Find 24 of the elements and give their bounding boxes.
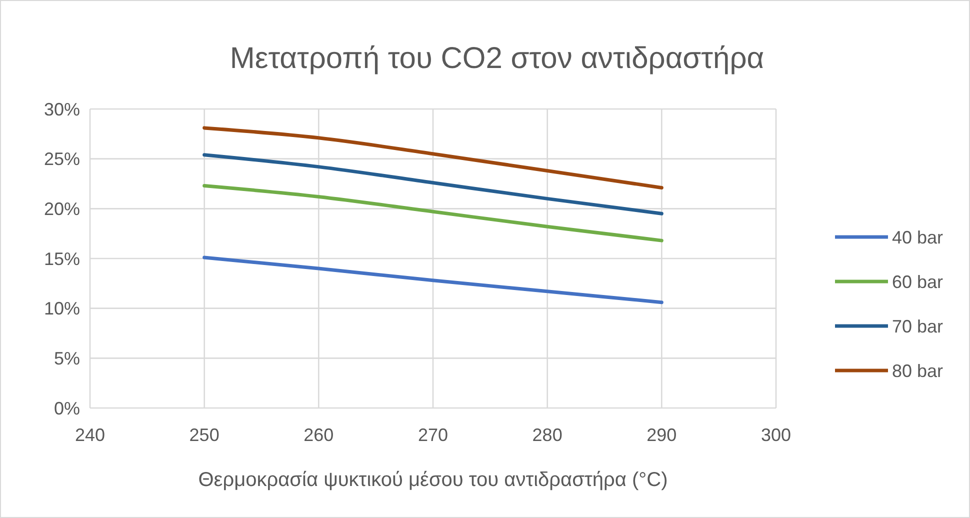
y-tick-label: 10% <box>44 298 80 319</box>
y-tick-label: 20% <box>44 198 80 219</box>
x-tick-label: 270 <box>418 425 448 445</box>
legend-label: 40 bar <box>892 227 944 248</box>
line-series <box>202 184 664 242</box>
x-axis-title: Θερμοκρασία ψυκτικού μέσου του αντιδραστήρα (°C) <box>198 469 668 491</box>
y-tick-label: 30% <box>44 99 80 120</box>
y-tick-label: 0% <box>54 398 80 418</box>
x-tick-label: 290 <box>646 425 677 445</box>
line-series <box>202 126 664 190</box>
x-tick-label: 260 <box>304 425 334 445</box>
y-tick-label: 5% <box>54 348 80 368</box>
y-tick-label: 25% <box>44 149 80 170</box>
x-tick-label: 240 <box>74 425 106 445</box>
legend-label: 70 bar <box>892 316 944 336</box>
line-series <box>202 153 664 216</box>
y-tick-label: 15% <box>44 248 80 269</box>
line-series <box>202 256 664 304</box>
x-tick-label: 250 <box>189 425 220 445</box>
chart-title: Μετατροπή του CO2 στον αντιδραστήρα <box>230 42 764 75</box>
legend-label: 60 bar <box>892 272 944 292</box>
x-tick-label: 300 <box>760 425 792 445</box>
x-tick-label: 280 <box>532 425 562 445</box>
legend-label: 80 bar <box>892 360 944 381</box>
